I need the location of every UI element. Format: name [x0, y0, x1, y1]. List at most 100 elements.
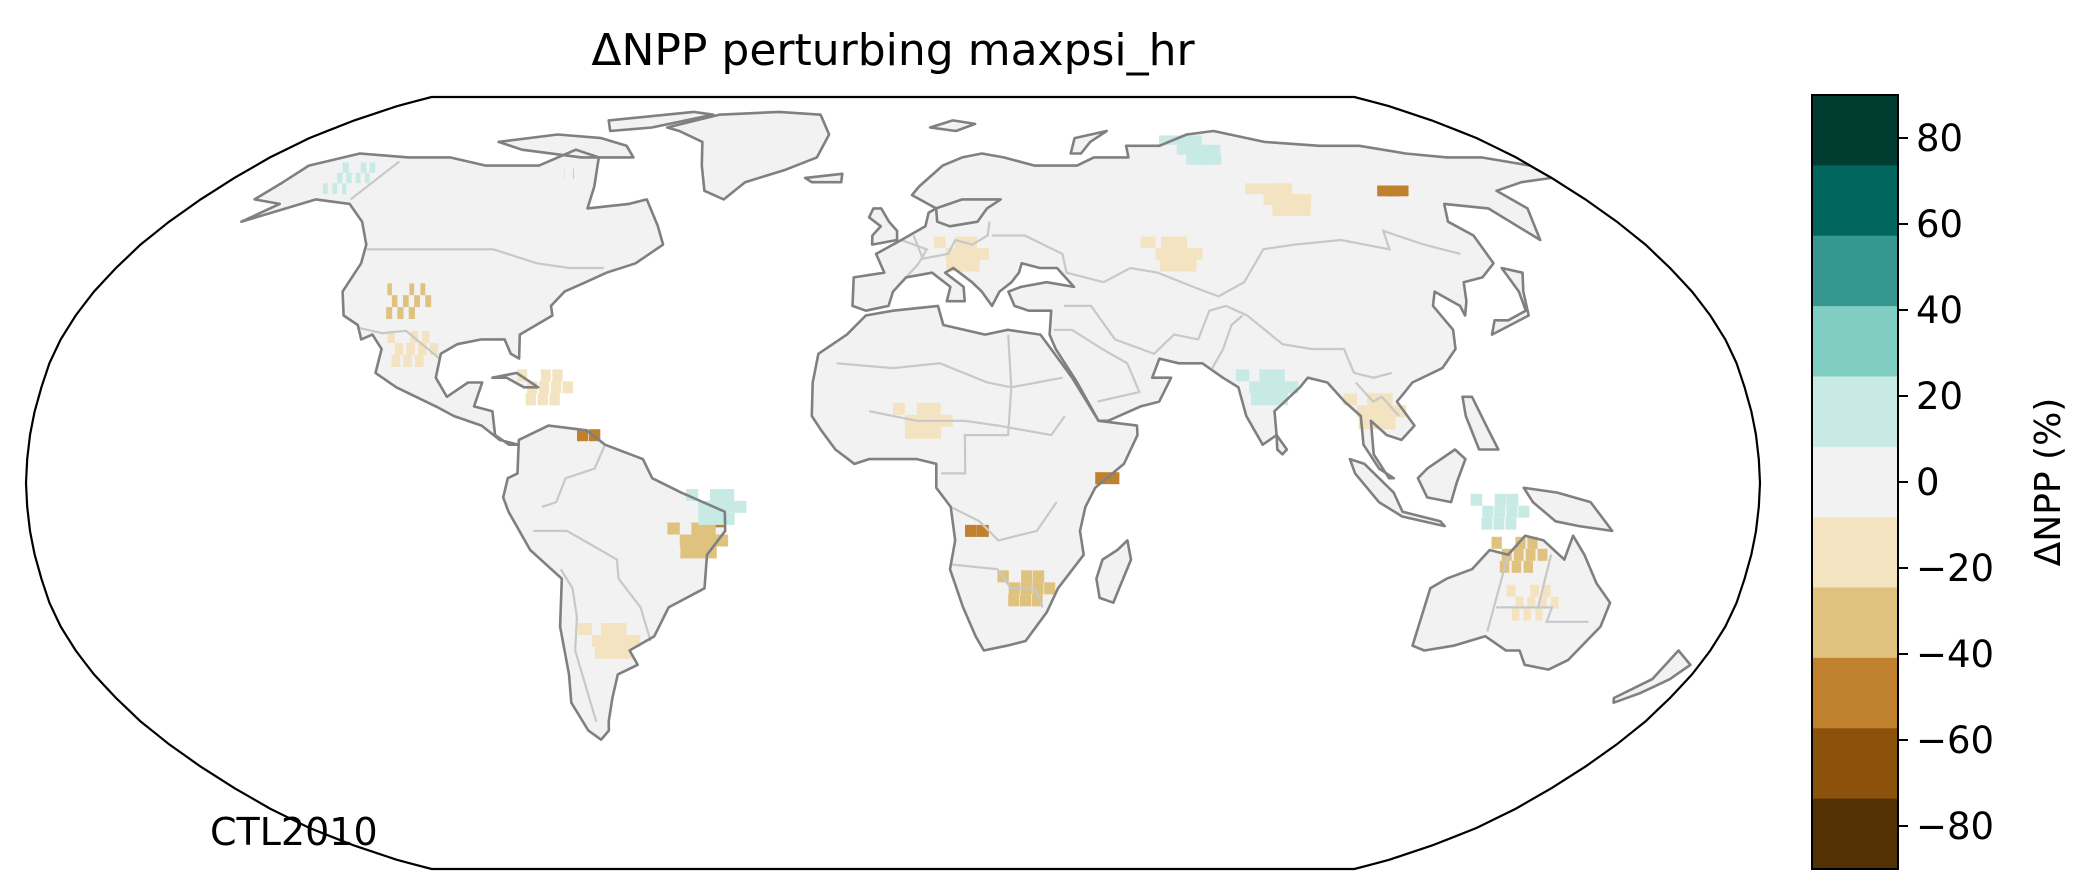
data-cell: [537, 393, 548, 406]
data-cell: [409, 283, 415, 296]
data-cell: [1140, 236, 1156, 249]
data-cell: [946, 259, 959, 272]
data-cell: [1481, 517, 1493, 530]
colorbar-label: ΔNPP (%): [2028, 398, 2069, 567]
data-cell: [420, 283, 426, 296]
data-cell: [1506, 505, 1518, 518]
country-border: [1538, 606, 1589, 623]
data-cell: [916, 426, 929, 439]
data-cell: [539, 381, 550, 394]
land-japan: [1492, 268, 1529, 335]
colorbar-bin: [1812, 657, 1898, 729]
data-cell: [1535, 608, 1543, 621]
data-cell: [1370, 417, 1384, 430]
data-cell: [977, 248, 989, 260]
data-cell: [691, 522, 704, 535]
data-cell: [965, 236, 977, 249]
colorbar-bin: [1812, 235, 1898, 307]
data-cell: [1263, 194, 1283, 205]
data-cell: [703, 522, 716, 535]
data-cell: [893, 402, 905, 415]
coastline-iceland: [803, 172, 844, 184]
data-cell: [1031, 594, 1043, 607]
data-cell: [414, 355, 424, 367]
land-south-america: [503, 425, 726, 740]
country-border-layer: [349, 160, 1589, 722]
data-cell: [1259, 369, 1273, 382]
data-cell: [612, 623, 627, 635]
data-cell: [945, 248, 957, 260]
country-border: [1103, 229, 1461, 298]
data-cell: [928, 402, 941, 415]
data-cell: [1511, 560, 1522, 573]
land-north-america: [241, 149, 664, 445]
colorbar-tick-label: 0: [1916, 461, 1940, 504]
land-borneo: [1417, 449, 1466, 503]
coastline-svalbard: [928, 119, 977, 133]
country-border: [836, 362, 1063, 389]
coastline-novaya-zemlya: [1069, 129, 1108, 155]
data-cell: [1261, 381, 1275, 394]
data-cell: [323, 183, 328, 195]
data-cell: [1272, 183, 1292, 195]
colorbar-bin: [1812, 95, 1898, 166]
land-philippines: [1462, 396, 1499, 450]
data-cell: [1494, 493, 1507, 506]
country-border: [1064, 304, 1392, 379]
data-cell: [1523, 560, 1533, 573]
data-cell: [342, 183, 347, 195]
data-cell: [606, 646, 621, 659]
data-cell: [332, 183, 338, 195]
data-cell: [397, 307, 404, 319]
land-sumatra-java: [1349, 459, 1445, 527]
data-cell: [617, 646, 632, 659]
coastline-borneo: [1416, 448, 1467, 504]
data-cell: [403, 355, 412, 367]
data-cell: [1159, 259, 1175, 272]
data-cell: [1245, 183, 1264, 195]
colorbar-bin: [1812, 306, 1898, 377]
data-cell: [550, 381, 562, 394]
land-arctic-islands-1: [498, 134, 634, 158]
data-cell: [1515, 596, 1524, 609]
data-cell: [1203, 154, 1222, 165]
colorbar-bin: [1812, 165, 1898, 237]
data-cell: [928, 426, 941, 439]
data-cell: [1493, 517, 1505, 530]
land-africa: [811, 305, 1138, 651]
data-cell: [562, 381, 573, 394]
country-border: [533, 529, 652, 642]
coastline-philippines: [1461, 395, 1500, 451]
data-cell: [965, 524, 977, 537]
land-australia: [1412, 535, 1611, 670]
data-cell: [1271, 369, 1285, 382]
data-cell: [387, 331, 395, 343]
data-cell: [905, 426, 917, 439]
data-cell: [1183, 135, 1202, 145]
data-cell: [408, 307, 415, 319]
colorbar-bin: [1812, 446, 1898, 518]
country-border: [868, 410, 1066, 437]
data-cell: [422, 331, 430, 343]
data-cell: [577, 623, 592, 635]
coastline-new-guinea: [1522, 486, 1614, 533]
data-cell: [391, 355, 401, 367]
land-arctic-islands-2: [608, 111, 714, 131]
country-border: [541, 444, 607, 508]
data-cell: [552, 369, 563, 382]
data-cell: [1368, 405, 1383, 418]
coastline-north-america: [240, 148, 665, 446]
data-cell: [1250, 393, 1265, 406]
data-cell: [1166, 248, 1182, 260]
data-cell: [916, 402, 929, 415]
data-cell: [722, 500, 735, 513]
colorbar-tick-label: 20: [1916, 375, 1963, 418]
data-cell: [1506, 584, 1516, 597]
land-greenland: [667, 111, 830, 200]
data-cell: [346, 172, 352, 184]
data-cell: [369, 162, 376, 173]
coastline-new-zealand: [1612, 649, 1692, 704]
data-cell: [703, 534, 717, 547]
data-cell: [1273, 194, 1292, 205]
